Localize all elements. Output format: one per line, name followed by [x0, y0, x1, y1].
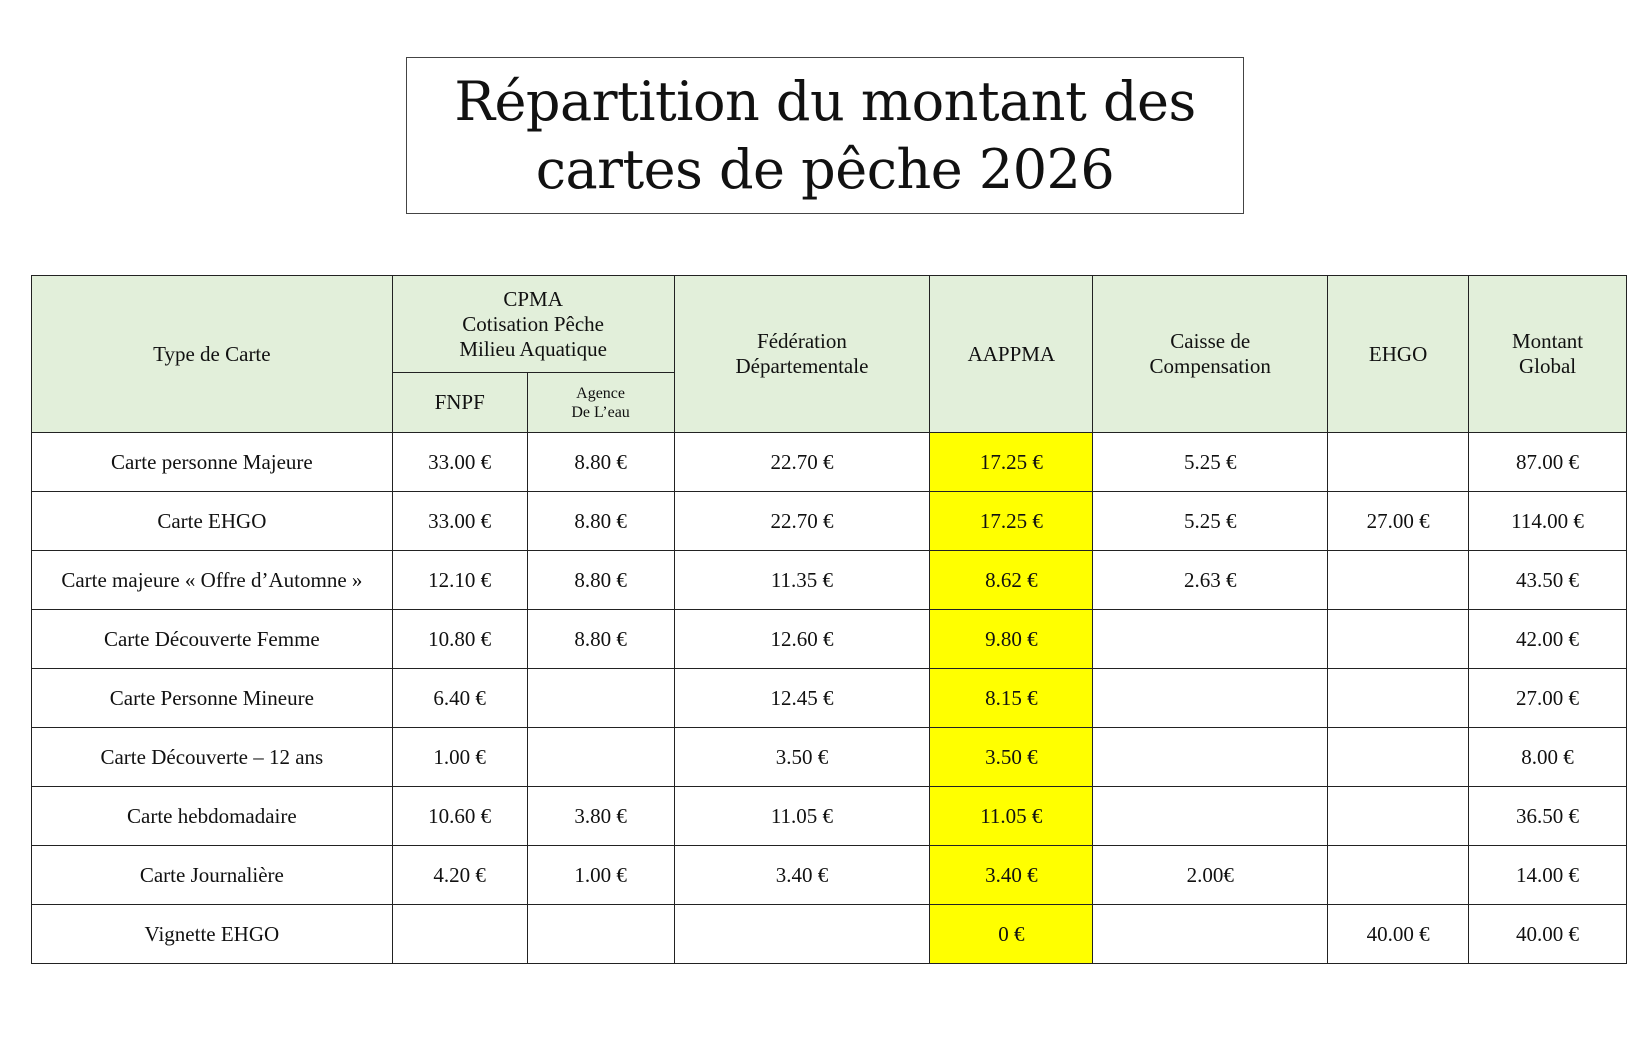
table-row: Carte Découverte Femme 10.80 €8.80 €12.60…	[31, 609, 1627, 669]
cell-aappma: 11.05 €	[929, 786, 1094, 846]
cell-fnpf: 6.40 €	[391, 668, 528, 728]
cell-montant: 87.00 €	[1468, 432, 1627, 492]
cell-caisse: 2.63 €	[1092, 550, 1329, 610]
table-row: Carte majeure « Offre d’Automne » 12.10 €…	[31, 550, 1627, 610]
cell-caisse	[1092, 609, 1329, 669]
cell-caisse	[1092, 668, 1329, 728]
header-agence: Agence De L’eau	[526, 372, 675, 433]
cell-fnpf: 10.60 €	[391, 786, 528, 846]
cell-agence: 8.80 €	[526, 609, 675, 669]
cell-montant: 36.50 €	[1468, 786, 1627, 846]
cell-fnpf	[391, 904, 528, 964]
cell-type: Carte EHGO	[31, 491, 393, 551]
cell-montant: 8.00 €	[1468, 727, 1627, 787]
cell-ehgo: 27.00 €	[1327, 491, 1470, 551]
cell-fnpf: 4.20 €	[391, 845, 528, 905]
cell-aappma: 3.40 €	[929, 845, 1094, 905]
cell-aappma: 8.15 €	[929, 668, 1094, 728]
table-row: Carte Personne Mineure 6.40 € 12.45 €8.15 …	[31, 668, 1627, 728]
header-ehgo: EHGO	[1327, 275, 1470, 433]
cell-fnpf: 12.10 €	[391, 550, 528, 610]
cell-aappma: 0 €	[929, 904, 1094, 964]
cell-montant: 43.50 €	[1468, 550, 1627, 610]
header-cpma: CPMA Cotisation Pêche Milieu Aquatique	[391, 275, 675, 373]
cell-fnpf: 1.00 €	[391, 727, 528, 787]
cell-federation: 12.60 €	[673, 609, 931, 669]
cell-fnpf: 33.00 €	[391, 432, 528, 492]
cell-caisse: 2.00€	[1092, 845, 1329, 905]
cell-aappma: 9.80 €	[929, 609, 1094, 669]
title-box: Répartition du montant des cartes de pêch…	[406, 57, 1244, 214]
header-federation: Fédération Départementale	[673, 275, 931, 433]
table-row: Carte EHGO 33.00 €8.80 €22.70 €17.25 €5.2…	[31, 491, 1627, 551]
cell-aappma: 8.62 €	[929, 550, 1094, 610]
cell-montant: 14.00 €	[1468, 845, 1627, 905]
cell-montant: 40.00 €	[1468, 904, 1627, 964]
cell-agence: 8.80 €	[526, 491, 675, 551]
cell-type: Carte Personne Mineure	[31, 668, 393, 728]
cell-aappma: 17.25 €	[929, 491, 1094, 551]
cell-caisse: 5.25 €	[1092, 491, 1329, 551]
cell-aappma: 3.50 €	[929, 727, 1094, 787]
cell-caisse	[1092, 904, 1329, 964]
cell-ehgo	[1327, 550, 1470, 610]
cell-federation: 12.45 €	[673, 668, 931, 728]
cell-fnpf: 10.80 €	[391, 609, 528, 669]
table-row: Carte personne Majeure 33.00 €8.80 €22.70…	[31, 432, 1627, 492]
cell-federation	[673, 904, 931, 964]
table-row: Vignette EHGO 0 € 40.00 €40.00 €	[31, 904, 1627, 964]
table-row: Carte Journalière 4.20 €1.00 €3.40 €3.40 …	[31, 845, 1627, 905]
cell-agence	[526, 727, 675, 787]
cell-federation: 22.70 €	[673, 491, 931, 551]
cell-agence: 8.80 €	[526, 550, 675, 610]
header-montant: Montant Global	[1468, 275, 1627, 433]
header-aappma: AAPPMA	[929, 275, 1094, 433]
cell-caisse	[1092, 727, 1329, 787]
cell-ehgo	[1327, 786, 1470, 846]
table-row: Carte hebdomadaire 10.60 €3.80 €11.05 €11…	[31, 786, 1627, 846]
cell-montant: 114.00 €	[1468, 491, 1627, 551]
cell-agence: 3.80 €	[526, 786, 675, 846]
cell-agence	[526, 668, 675, 728]
cell-aappma: 17.25 €	[929, 432, 1094, 492]
cell-type: Vignette EHGO	[31, 904, 393, 964]
header-fnpf: FNPF	[391, 372, 528, 433]
cell-ehgo	[1327, 609, 1470, 669]
cell-caisse: 5.25 €	[1092, 432, 1329, 492]
cell-agence: 1.00 €	[526, 845, 675, 905]
page-title: Répartition du montant des cartes de pêch…	[454, 69, 1196, 201]
cell-federation: 11.05 €	[673, 786, 931, 846]
cell-type: Carte Découverte Femme	[31, 609, 393, 669]
cell-type: Carte personne Majeure	[31, 432, 393, 492]
cell-type: Carte majeure « Offre d’Automne »	[31, 550, 393, 610]
cell-federation: 3.40 €	[673, 845, 931, 905]
header-type: Type de Carte	[31, 275, 393, 433]
cell-type: Carte hebdomadaire	[31, 786, 393, 846]
cell-ehgo	[1327, 668, 1470, 728]
cell-type: Carte Découverte – 12 ans	[31, 727, 393, 787]
cell-montant: 42.00 €	[1468, 609, 1627, 669]
cell-ehgo	[1327, 845, 1470, 905]
cell-federation: 11.35 €	[673, 550, 931, 610]
cell-agence: 8.80 €	[526, 432, 675, 492]
cell-fnpf: 33.00 €	[391, 491, 528, 551]
table-row: Carte Découverte – 12 ans 1.00 € 3.50 €3.5…	[31, 727, 1627, 787]
fishing-card-table: Type de Carte CPMA Cotisation Pêche Milieu…	[31, 275, 1627, 964]
cell-ehgo	[1327, 432, 1470, 492]
cell-caisse	[1092, 786, 1329, 846]
header-caisse: Caisse de Compensation	[1092, 275, 1329, 433]
cell-montant: 27.00 €	[1468, 668, 1627, 728]
cell-federation: 3.50 €	[673, 727, 931, 787]
cell-agence	[526, 904, 675, 964]
cell-ehgo: 40.00 €	[1327, 904, 1470, 964]
cell-type: Carte Journalière	[31, 845, 393, 905]
cell-federation: 22.70 €	[673, 432, 931, 492]
cell-ehgo	[1327, 727, 1470, 787]
